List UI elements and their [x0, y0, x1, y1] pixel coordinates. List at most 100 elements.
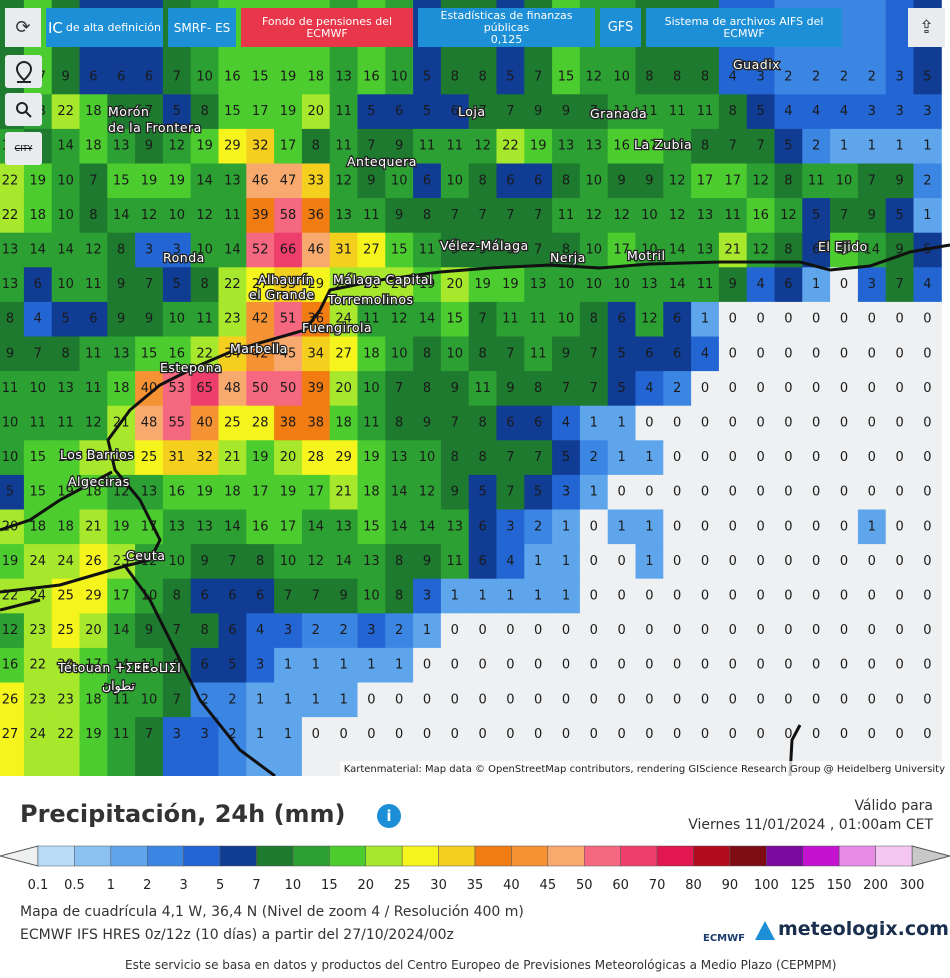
- cell-value: 10: [641, 208, 658, 223]
- grid-cell: [413, 578, 442, 614]
- model-button[interactable]: GFS: [600, 8, 641, 47]
- button-text: Estadísticas de finanzas públicas: [440, 8, 573, 34]
- cell-value: 6: [534, 173, 542, 188]
- cell-value: 18: [30, 208, 47, 223]
- legend-label: 125: [790, 878, 815, 893]
- legend-swatch: [401, 845, 439, 867]
- cell-value: 10: [363, 381, 380, 396]
- cell-value: 22: [196, 346, 213, 361]
- grid-cell: [802, 336, 831, 372]
- cell-value: 17: [280, 519, 297, 534]
- grid-cell: [274, 474, 303, 510]
- cell-value: 4: [923, 277, 931, 292]
- grid-cell: [468, 405, 497, 441]
- place-label: Estepona: [160, 360, 222, 375]
- grid-cell: [691, 440, 720, 476]
- grid-cell: [885, 440, 914, 476]
- cell-value: 13: [196, 519, 213, 534]
- cell-value: 7: [534, 70, 542, 85]
- grid-cell: [913, 682, 942, 718]
- grid-cell: [607, 267, 636, 303]
- cell-value: 11: [141, 658, 158, 673]
- grid-cell: [746, 163, 775, 199]
- grid-cell: [329, 544, 358, 580]
- grid-cell: [135, 163, 164, 199]
- cell-value: 1: [868, 519, 876, 534]
- grid-cell: [579, 232, 609, 268]
- cell-value: 17: [613, 243, 630, 258]
- model-button[interactable]: Fondo de pensiones del ECMWF: [241, 8, 413, 47]
- model-button[interactable]: Sistema de archivos AIFS del ECMWF: [646, 8, 842, 47]
- grid-cell: [802, 647, 831, 683]
- cell-value: 13: [697, 243, 714, 258]
- grid-cell: [691, 544, 720, 580]
- grid-cell: [830, 613, 859, 649]
- grid-cell: [413, 405, 442, 441]
- share-button[interactable]: ⇪: [908, 8, 945, 47]
- grid-cell: [691, 128, 720, 164]
- legend-swatch: [802, 845, 840, 867]
- grid-cell: [913, 267, 942, 303]
- place-label: Morón: [108, 104, 149, 119]
- cell-value: 10: [57, 173, 74, 188]
- cell-value: 5: [617, 346, 625, 361]
- cell-value: 0: [617, 589, 625, 604]
- legend-label: 10: [285, 878, 302, 893]
- cell-value: 8: [6, 312, 14, 327]
- legend-label: 30: [430, 878, 447, 893]
- grid-cell: [579, 544, 609, 580]
- cell-value: 2: [200, 692, 208, 707]
- cell-value: 13: [113, 346, 130, 361]
- place-label: Ceuta: [126, 548, 165, 563]
- grid-cell: [552, 544, 581, 580]
- grid-cell: [718, 440, 748, 476]
- brand[interactable]: meteologix.com: [778, 918, 949, 940]
- grid-cell: [468, 301, 497, 337]
- grid-cell: [190, 371, 219, 407]
- grid-cell: [51, 371, 80, 407]
- grid-cell: [607, 301, 636, 337]
- cell-value: 9: [562, 104, 570, 119]
- model-button[interactable]: IC de alta definición: [46, 8, 163, 47]
- grid-cell: [774, 267, 803, 303]
- cell-value: 19: [2, 554, 19, 569]
- grid-cell: [274, 578, 303, 614]
- cell-value: 8: [534, 381, 542, 396]
- cell-value: 4: [506, 554, 514, 569]
- grid-cell: [190, 405, 219, 441]
- cell-value: 5: [534, 485, 542, 500]
- grid-cell: [579, 128, 609, 164]
- grid-cell: [607, 474, 636, 510]
- cell-value: 7: [145, 104, 153, 119]
- grid-cell: [246, 198, 275, 234]
- grid-cell: [190, 163, 219, 199]
- info-icon[interactable]: i: [376, 803, 402, 829]
- location-button[interactable]: [5, 55, 42, 88]
- cell-value: 7: [284, 589, 292, 604]
- grid-cell: [413, 440, 442, 476]
- model-button[interactable]: Estadísticas de finanzas públicas 0,125: [418, 8, 595, 47]
- grid-cell: [162, 163, 192, 199]
- cell-value: 1: [284, 727, 292, 742]
- model-button[interactable]: SMRF- ES: [168, 8, 236, 47]
- cell-value: 14: [419, 312, 436, 327]
- cell-value: 29: [335, 450, 352, 465]
- cell-value: 5: [478, 485, 486, 500]
- cell-value: 0: [756, 554, 764, 569]
- cell-value: 17: [697, 173, 714, 188]
- zoom-button[interactable]: [5, 93, 42, 126]
- cell-value: 11: [363, 416, 380, 431]
- cell-value: 9: [895, 173, 903, 188]
- cell-value: 19: [196, 139, 213, 154]
- cell-value: 15: [391, 243, 408, 258]
- grid-cell: [774, 371, 803, 407]
- grid-cell: [0, 440, 25, 476]
- grid-cell: [51, 440, 80, 476]
- grid-cell: [524, 371, 553, 407]
- grid-cell: [579, 267, 609, 303]
- cell-value: 0: [617, 658, 625, 673]
- grid-cell: [635, 163, 664, 199]
- reload-button[interactable]: ⟳: [5, 8, 41, 47]
- place-label: Loja: [458, 104, 486, 119]
- city-toggle[interactable]: CITY: [5, 132, 42, 165]
